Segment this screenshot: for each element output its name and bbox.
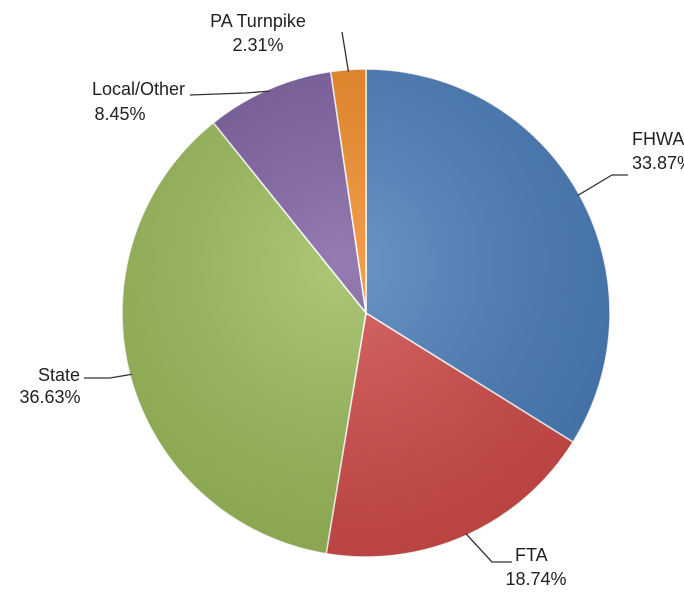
slice-label: FTA (515, 545, 548, 565)
slice-label: FHWA (632, 129, 684, 149)
leader-line (341, 31, 350, 72)
leader-line (84, 373, 132, 379)
leader-line (189, 90, 270, 96)
slice-value-label: 2.31% (232, 35, 283, 55)
slice-label: PA Turnpike (210, 11, 306, 31)
slice-value-label: 18.74% (505, 569, 566, 589)
slice-value-label: 33.87% (632, 153, 684, 173)
slice-label: State (38, 365, 80, 385)
slice-value-label: 8.45% (94, 104, 145, 124)
leader-line (577, 174, 628, 197)
pie (121, 68, 611, 558)
slice-value-label: 36.63% (19, 387, 80, 407)
slice-label: Local/Other (92, 79, 185, 99)
leader-line (465, 533, 512, 563)
